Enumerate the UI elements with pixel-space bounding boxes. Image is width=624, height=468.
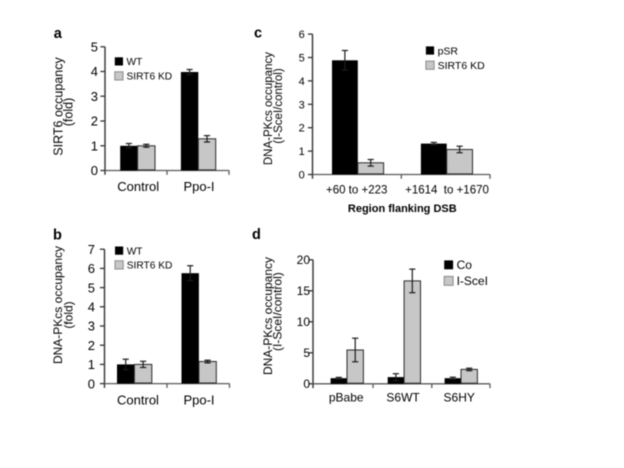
svg-text:4: 4 <box>88 299 95 314</box>
svg-text:d: d <box>252 227 261 243</box>
svg-text:SIRT6 occupancy: SIRT6 occupancy <box>51 57 65 156</box>
svg-text:2: 2 <box>91 114 98 129</box>
svg-text:DNA-PKcs occupancy: DNA-PKcs occupancy <box>263 52 275 165</box>
svg-text:5: 5 <box>299 52 305 64</box>
svg-text:(fold): (fold) <box>61 98 75 126</box>
svg-text:6: 6 <box>88 261 95 276</box>
svg-text:1: 1 <box>91 138 98 153</box>
svg-text:pBabe: pBabe <box>329 391 364 405</box>
svg-text:3: 3 <box>88 319 95 334</box>
svg-text:b: b <box>53 228 62 244</box>
svg-text:2: 2 <box>88 338 95 353</box>
svg-text:0: 0 <box>88 376 95 391</box>
svg-text:WT: WT <box>127 57 143 68</box>
svg-text:0: 0 <box>303 377 310 391</box>
svg-text:DNA-PKcs occupancy: DNA-PKcs occupancy <box>51 246 65 364</box>
svg-text:5: 5 <box>88 280 95 295</box>
svg-text:SIRT6 KD: SIRT6 KD <box>127 72 173 83</box>
svg-text:1: 1 <box>88 357 95 372</box>
svg-text:S6WT: S6WT <box>386 391 420 405</box>
svg-text:Ppo-I: Ppo-I <box>183 393 214 408</box>
svg-text:Control: Control <box>117 393 159 408</box>
svg-text:4: 4 <box>299 76 305 88</box>
svg-text:5: 5 <box>303 346 310 360</box>
svg-text:15: 15 <box>297 284 311 298</box>
svg-text:4: 4 <box>91 64 98 79</box>
svg-text:10: 10 <box>297 315 311 329</box>
svg-text:(I-SceI/control): (I-SceI/control) <box>271 272 285 351</box>
svg-text:6: 6 <box>299 29 305 41</box>
svg-text:5: 5 <box>91 39 98 54</box>
svg-text:1: 1 <box>299 146 305 158</box>
svg-text:(I-SceI/control): (I-SceI/control) <box>273 68 285 144</box>
svg-text:7: 7 <box>88 242 95 257</box>
svg-text:3: 3 <box>299 99 305 111</box>
svg-text:Control: Control <box>117 179 159 194</box>
svg-text:3: 3 <box>91 89 98 104</box>
svg-text:I-SceI: I-SceI <box>457 274 488 288</box>
svg-text:WT: WT <box>127 246 143 257</box>
svg-text:+1614 to +1670: +1614 to +1670 <box>405 185 489 197</box>
svg-text:0: 0 <box>299 169 305 181</box>
svg-text:c: c <box>254 26 262 42</box>
svg-text:SIRT6 KD: SIRT6 KD <box>438 60 485 72</box>
svg-text:Ppo-I: Ppo-I <box>183 179 214 194</box>
svg-text:20: 20 <box>297 253 311 267</box>
svg-text:0: 0 <box>91 163 98 178</box>
svg-text:+60 to +223: +60 to +223 <box>326 185 387 197</box>
svg-text:2: 2 <box>299 123 305 135</box>
svg-text:pSR: pSR <box>438 45 459 57</box>
svg-text:SIRT6 KD: SIRT6 KD <box>127 261 173 272</box>
svg-text:(fold): (fold) <box>62 301 76 328</box>
svg-text:Region flanking DSB: Region flanking DSB <box>348 203 457 215</box>
svg-text:Co: Co <box>457 258 473 272</box>
svg-text:DNA-PKcs occupancy: DNA-PKcs occupancy <box>261 257 275 375</box>
svg-text:S6HY: S6HY <box>444 391 475 405</box>
svg-text:a: a <box>54 26 63 42</box>
